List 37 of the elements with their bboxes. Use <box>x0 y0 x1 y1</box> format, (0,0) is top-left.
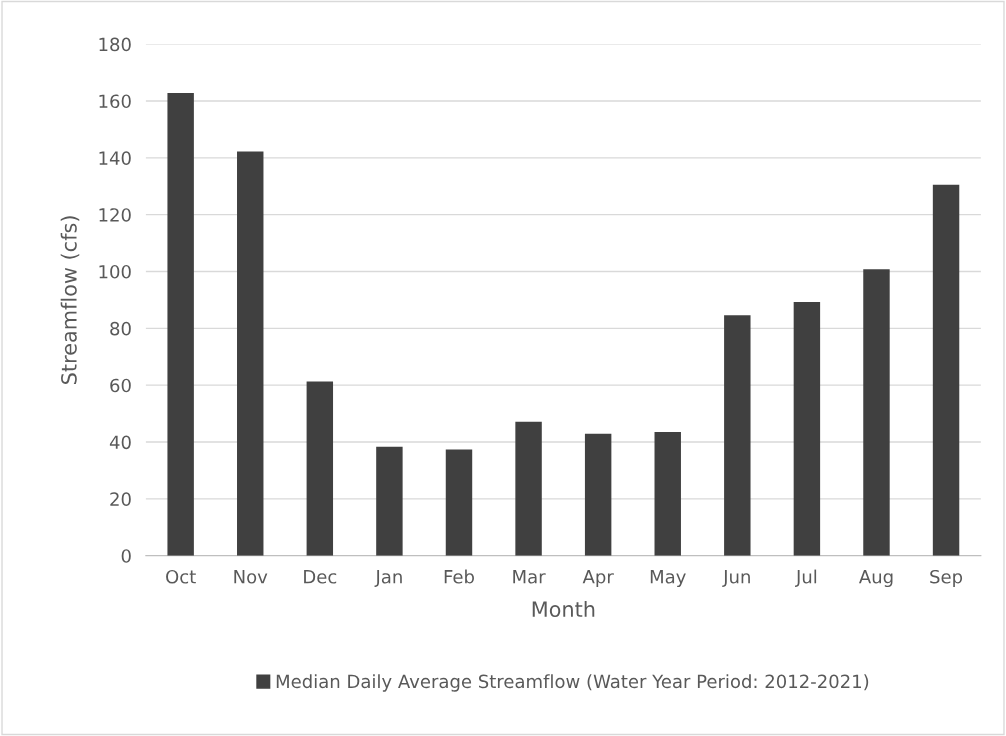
x-tick-label: Jun <box>722 570 750 587</box>
x-tick-label: Nov <box>234 570 268 584</box>
y-tick-label: 180 <box>99 37 131 52</box>
bar <box>167 93 194 556</box>
x-tick-label: Jan <box>374 570 402 587</box>
bar <box>376 446 403 556</box>
y-tick-label: 20 <box>110 492 131 506</box>
bar <box>932 184 960 556</box>
x-axis-title: Month <box>532 600 595 618</box>
x-tick-label: Apr <box>582 570 614 588</box>
x-tick-label: Aug <box>858 570 893 588</box>
y-tick-label: 120 <box>99 208 131 222</box>
bar <box>793 301 821 556</box>
bar <box>306 381 334 556</box>
bar <box>515 421 542 556</box>
y-tick-label: 60 <box>110 378 131 393</box>
x-tick-label: Jul <box>795 569 817 587</box>
y-tick-label: 80 <box>110 321 131 336</box>
x-tick-label: Sep <box>930 569 963 588</box>
bar <box>584 433 612 556</box>
x-tick-label: Mar <box>513 570 546 584</box>
x-tick-label: Oct <box>166 569 196 584</box>
y-tick-label: 140 <box>99 151 131 165</box>
bar <box>445 449 473 556</box>
x-tick-label: Dec <box>304 570 337 584</box>
x-tick-label: Feb <box>444 569 474 584</box>
legend-label: Median Daily Average Streamflow (Water Year Period: 2012-2021) <box>276 674 869 692</box>
y-tick-label: 40 <box>109 435 131 450</box>
x-tick-label: May <box>650 570 686 588</box>
bar <box>724 315 751 556</box>
y-tick-label: 160 <box>99 94 131 109</box>
y-tick-label: 100 <box>99 264 131 279</box>
y-tick-label: 0 <box>121 549 131 563</box>
y-axis-title: Streamflow (cfs) <box>60 216 80 384</box>
bar <box>654 432 681 556</box>
bar <box>863 269 890 556</box>
bar <box>237 151 264 556</box>
